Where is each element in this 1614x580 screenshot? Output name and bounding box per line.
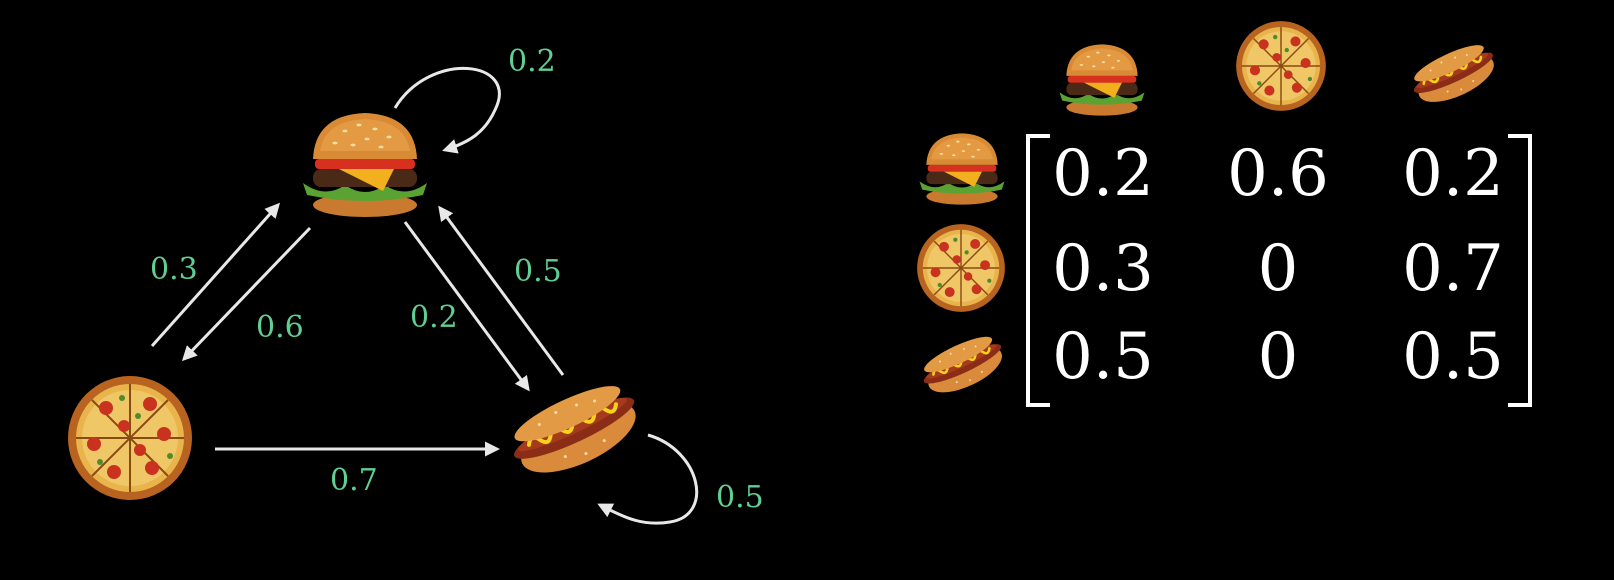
matrix-cell-r2-c2: 0 bbox=[1258, 232, 1299, 306]
edge-hotdog-burger bbox=[438, 205, 565, 376]
column-header-hotdog-icon bbox=[1408, 42, 1500, 106]
hamburger-icon bbox=[303, 113, 427, 217]
matrix-right-bracket bbox=[1508, 134, 1532, 407]
row-header-hamburger-icon bbox=[919, 133, 1005, 205]
edge-burger-hotdog bbox=[403, 221, 530, 392]
matrix-cell-r3-c3: 0.5 bbox=[1402, 320, 1504, 394]
matrix-left-bracket bbox=[1026, 134, 1050, 407]
column-header-hamburger-icon bbox=[1059, 44, 1145, 116]
column-header-pizza-icon bbox=[1235, 20, 1327, 112]
edge-label-burger-hotdog: 0.2 bbox=[410, 300, 458, 335]
row-header-hotdog-icon bbox=[918, 334, 1008, 396]
edge-label-pizza-burger: 0.3 bbox=[150, 252, 198, 287]
edge-burger-pizza bbox=[181, 226, 312, 362]
edge-label-pizza-hotdog: 0.7 bbox=[330, 463, 378, 498]
matrix-cell-r1-c1: 0.2 bbox=[1052, 137, 1154, 211]
edge-label-burger-self: 0.2 bbox=[508, 44, 556, 79]
pizza-icon bbox=[67, 375, 193, 501]
matrix-cell-r1-c3: 0.2 bbox=[1402, 137, 1504, 211]
matrix-cell-r2-c3: 0.7 bbox=[1402, 232, 1504, 306]
edge-hotdog-self bbox=[597, 433, 699, 525]
edge-label-hotdog-burger: 0.5 bbox=[514, 254, 562, 289]
edge-burger-self bbox=[393, 66, 501, 154]
edge-label-burger-pizza: 0.6 bbox=[256, 310, 304, 345]
state-graph: 0.2 0.3 0.6 0.2 0.5 0.7 0.5 bbox=[67, 44, 764, 525]
matrix-cell-r3-c2: 0 bbox=[1258, 320, 1299, 394]
edge-pizza-burger bbox=[150, 202, 280, 347]
row-header-pizza-icon bbox=[916, 223, 1006, 313]
transition-matrix: 0.2 0.6 0.2 0.3 0 0.7 0.5 0 0.5 bbox=[916, 20, 1532, 407]
matrix-cell-r3-c1: 0.5 bbox=[1052, 320, 1154, 394]
hotdog-icon bbox=[505, 385, 645, 475]
matrix-row: 0.3 0 0.7 bbox=[1052, 232, 1504, 306]
matrix-cell-r1-c2: 0.6 bbox=[1227, 137, 1329, 211]
matrix-row: 0.2 0.6 0.2 bbox=[1052, 137, 1504, 211]
matrix-cell-r2-c1: 0.3 bbox=[1052, 232, 1154, 306]
edge-label-hotdog-self: 0.5 bbox=[716, 480, 764, 515]
matrix-row: 0.5 0 0.5 bbox=[1052, 320, 1504, 394]
